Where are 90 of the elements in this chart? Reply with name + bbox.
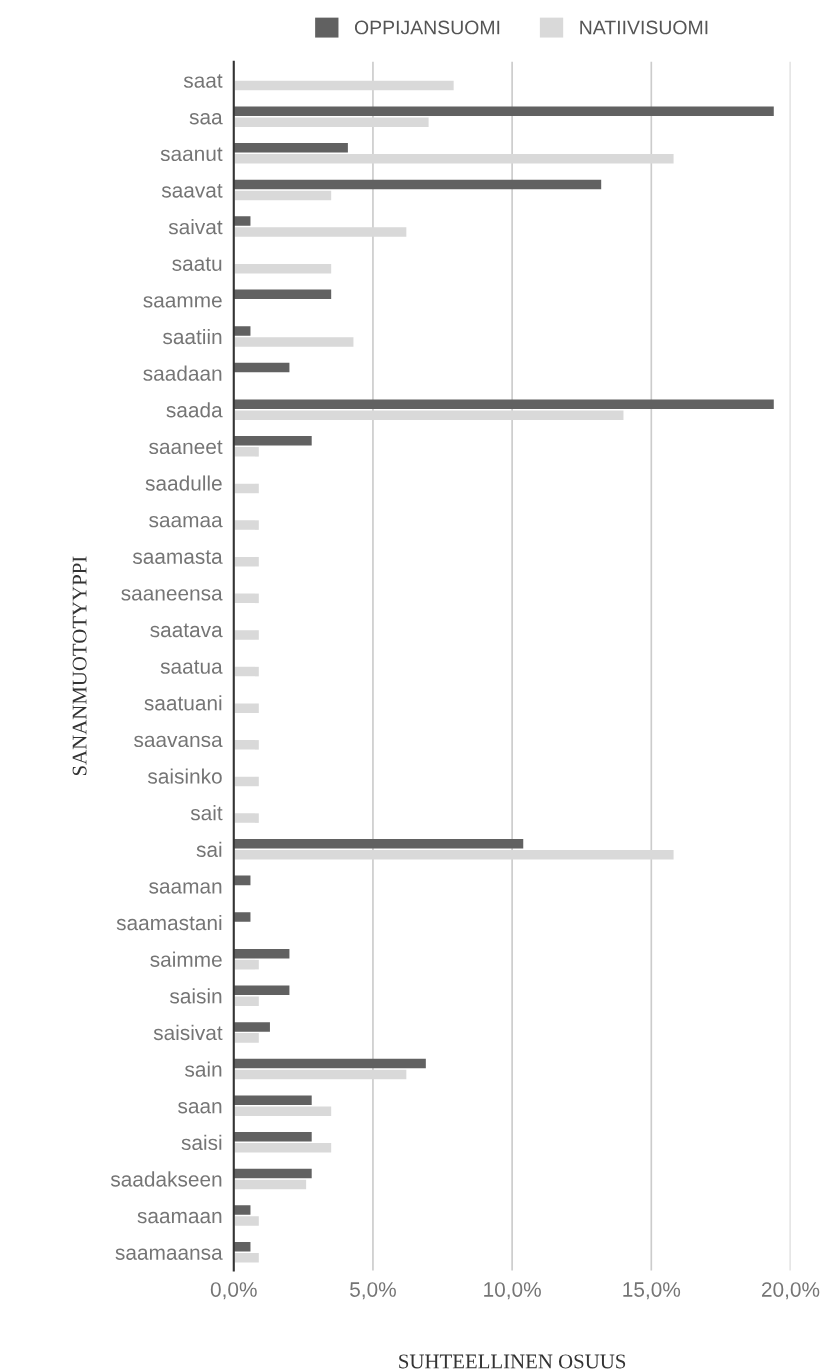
bar xyxy=(233,703,259,713)
bar xyxy=(233,483,259,494)
bar xyxy=(233,190,332,201)
bar xyxy=(233,289,332,300)
bar xyxy=(233,447,259,457)
bar xyxy=(233,399,774,409)
bar xyxy=(233,106,774,116)
legend-label: OPPIJANSUOMI xyxy=(354,20,500,35)
x-tick-label: 20,0% xyxy=(762,1282,820,1300)
bar xyxy=(233,593,259,604)
bar xyxy=(233,1069,407,1080)
y-tick-label: saatuani xyxy=(144,695,222,711)
y-tick-label: saisin xyxy=(169,988,222,1004)
bar xyxy=(233,1095,312,1105)
bar xyxy=(233,1058,426,1069)
bar xyxy=(233,996,259,1007)
bar xyxy=(233,1022,270,1032)
bar xyxy=(233,1252,259,1263)
x-axis-title: SUHTEELLINEN OSUUS xyxy=(399,1354,626,1369)
y-tick-label: saadaan xyxy=(143,365,222,381)
legend-label: NATIIVISUOMI xyxy=(580,20,708,35)
bar xyxy=(233,227,407,237)
bar xyxy=(233,838,524,849)
y-tick-label: saaman xyxy=(149,882,222,894)
bar xyxy=(233,1033,259,1043)
bar xyxy=(233,362,290,373)
bar xyxy=(233,520,259,530)
y-tick-label: saan xyxy=(178,1101,222,1114)
y-tick-label: saada xyxy=(166,402,223,418)
y-tick-label: sai xyxy=(196,841,222,857)
x-tick-label: 0,0% xyxy=(210,1282,257,1300)
y-tick-label: saadakseen xyxy=(110,1171,222,1187)
y-tick-label: saamaan xyxy=(137,1211,222,1224)
y-tick-label: saamaa xyxy=(149,515,223,528)
bar xyxy=(233,813,259,823)
y-axis-title: SANANMUOTOTYYPPI xyxy=(72,556,87,776)
y-tick-label: saa xyxy=(189,113,223,125)
bar xyxy=(233,80,454,91)
y-tick-label: saamasta xyxy=(132,550,223,564)
bar xyxy=(233,337,354,347)
bar xyxy=(233,556,259,567)
y-tick-label: saat xyxy=(183,74,223,88)
y-tick-label: saadulle xyxy=(145,475,222,491)
y-tick-label: sain xyxy=(185,1061,222,1077)
x-tick-label: 5,0% xyxy=(350,1282,396,1300)
x-tick-label: 10,0% xyxy=(484,1282,541,1300)
y-tick-label: saisinko xyxy=(147,768,222,784)
bar xyxy=(233,326,251,336)
y-tick-label: saamme xyxy=(143,296,222,308)
y-tick-label: saivat xyxy=(168,219,223,235)
bar xyxy=(233,666,259,677)
bar xyxy=(233,912,251,922)
bar xyxy=(233,849,674,860)
bar xyxy=(233,263,332,274)
bar xyxy=(233,985,290,996)
bar xyxy=(233,143,348,153)
y-tick-label: sait xyxy=(190,805,223,821)
bar xyxy=(233,630,259,640)
bar xyxy=(233,1216,259,1226)
y-tick-label: saimme xyxy=(150,951,222,967)
bar xyxy=(233,1179,307,1190)
bar xyxy=(233,740,259,750)
y-tick-label: saamastani xyxy=(116,914,222,931)
bar xyxy=(233,948,290,959)
bar xyxy=(233,436,312,446)
bar xyxy=(233,959,259,970)
bar xyxy=(233,179,602,190)
bar xyxy=(233,216,251,226)
bar xyxy=(233,1205,251,1215)
bar xyxy=(233,410,624,420)
y-tick-label: saisivat xyxy=(153,1024,223,1041)
bar xyxy=(233,1132,312,1142)
y-tick-label: saisi xyxy=(181,1134,222,1151)
bar xyxy=(233,117,429,127)
y-tick-label: saavansa xyxy=(134,735,223,748)
y-tick-label: saatu xyxy=(172,257,222,271)
bar xyxy=(233,1106,332,1116)
bar xyxy=(233,154,674,164)
bar xyxy=(233,776,259,787)
y-tick-label: saatiin xyxy=(163,328,222,345)
bar xyxy=(233,1143,332,1153)
y-tick-label: saamaansa xyxy=(115,1248,223,1260)
x-tick-label: 15,0% xyxy=(623,1282,681,1300)
y-tick-label: saavat xyxy=(161,184,223,198)
y-tick-label: saatava xyxy=(150,623,223,638)
y-tick-label: saaneet xyxy=(149,440,223,455)
bar xyxy=(233,1168,312,1179)
y-tick-label: saanut xyxy=(160,147,223,162)
y-tick-label: saaneensa xyxy=(121,589,223,601)
y-tick-label: saatua xyxy=(160,660,223,674)
